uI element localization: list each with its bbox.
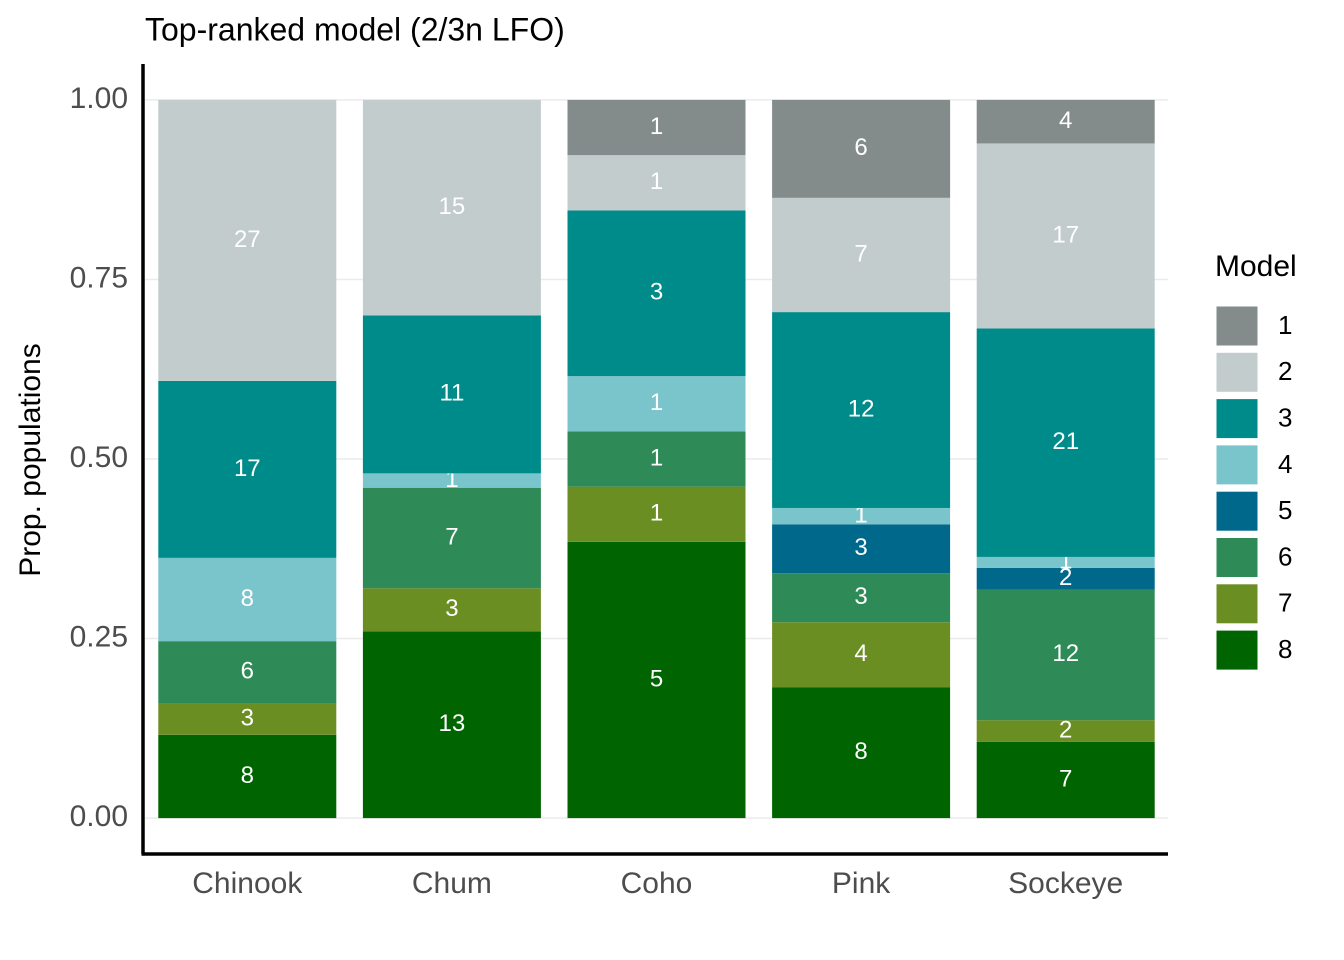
data-label: 13 bbox=[439, 710, 466, 737]
bar-segment bbox=[567, 376, 746, 432]
legend-label: 3 bbox=[1278, 402, 1292, 432]
bar-segment bbox=[158, 557, 337, 642]
bar-segment bbox=[567, 431, 746, 487]
bar-segment bbox=[158, 734, 337, 819]
data-label: 21 bbox=[1052, 428, 1079, 455]
bar-segment bbox=[362, 588, 541, 632]
bar-segment bbox=[158, 380, 337, 558]
data-label: 1 bbox=[650, 500, 663, 527]
bar-segment bbox=[772, 622, 951, 688]
data-label: 15 bbox=[439, 193, 466, 220]
chart-title: Top-ranked model (2/3n LFO) bbox=[145, 11, 565, 47]
data-label: 4 bbox=[1059, 107, 1072, 134]
bar-segment bbox=[976, 99, 1155, 144]
bar-segment bbox=[362, 631, 541, 819]
bar-segment bbox=[976, 328, 1155, 557]
data-label: 8 bbox=[241, 585, 254, 612]
data-label: 3 bbox=[445, 595, 458, 622]
data-label: 5 bbox=[650, 665, 663, 692]
y-axis-label: Prop. populations bbox=[14, 343, 47, 577]
bar-segment bbox=[362, 487, 541, 589]
bar-segment bbox=[362, 473, 541, 488]
bar-segment bbox=[158, 703, 337, 735]
legend-label: 1 bbox=[1278, 310, 1292, 340]
legend-key bbox=[1215, 351, 1259, 393]
bar-segment bbox=[158, 641, 337, 704]
bar-segment bbox=[362, 99, 541, 316]
data-label: 17 bbox=[234, 455, 261, 482]
y-tick-label: 0.50 bbox=[70, 441, 128, 474]
x-tick-label: Chum bbox=[412, 867, 492, 900]
data-label: 1 bbox=[650, 444, 663, 471]
bar-segment bbox=[772, 524, 951, 574]
legend-key bbox=[1215, 537, 1259, 578]
legend-label: 6 bbox=[1278, 541, 1292, 571]
data-label: 1 bbox=[650, 389, 663, 416]
data-label: 3 bbox=[854, 583, 867, 610]
y-tick-label: 1.00 bbox=[70, 82, 128, 115]
bar-segment bbox=[158, 99, 337, 381]
bar-segment bbox=[976, 556, 1155, 568]
legend-label: 7 bbox=[1278, 588, 1292, 618]
bar-segment bbox=[567, 99, 746, 156]
x-tick-label: Pink bbox=[832, 867, 891, 900]
data-label: 4 bbox=[854, 640, 867, 667]
y-tick-label: 0.25 bbox=[70, 620, 128, 653]
bar-segment bbox=[976, 741, 1155, 819]
data-label: 12 bbox=[1052, 640, 1079, 667]
data-label: 1 bbox=[650, 168, 663, 195]
bar-segment bbox=[567, 486, 746, 542]
legend-key bbox=[1215, 629, 1259, 671]
bar-segment bbox=[772, 687, 951, 819]
bar-segment bbox=[772, 507, 951, 525]
data-label: 11 bbox=[439, 380, 464, 407]
data-label: 27 bbox=[234, 226, 261, 253]
x-tick-label: Coho bbox=[621, 867, 693, 900]
bar-segment bbox=[976, 720, 1155, 742]
data-label: 8 bbox=[241, 762, 254, 789]
legend-key bbox=[1215, 305, 1259, 347]
bar-segment bbox=[362, 315, 541, 474]
legend-label: 2 bbox=[1278, 356, 1292, 386]
bar-segment bbox=[772, 312, 951, 508]
data-label: 2 bbox=[1059, 564, 1072, 591]
legend-key bbox=[1215, 444, 1259, 486]
x-tick-label: Chinook bbox=[192, 867, 303, 900]
data-label: 12 bbox=[848, 395, 875, 422]
bar-segment bbox=[772, 573, 951, 623]
y-tick-label: 0.75 bbox=[70, 261, 128, 294]
data-label: 1 bbox=[854, 501, 867, 528]
data-label: 3 bbox=[650, 279, 663, 306]
data-label: 3 bbox=[241, 705, 254, 732]
data-label: 8 bbox=[854, 738, 867, 765]
data-label: 7 bbox=[445, 523, 458, 550]
bar-segment bbox=[567, 210, 746, 377]
bar-segment bbox=[567, 541, 746, 819]
bar-segment bbox=[976, 589, 1155, 721]
bar-segment bbox=[976, 143, 1155, 329]
bar-segment bbox=[772, 197, 951, 313]
legend-key bbox=[1215, 490, 1259, 532]
data-label: 17 bbox=[1052, 221, 1079, 248]
legend-key bbox=[1215, 398, 1259, 440]
data-label: 3 bbox=[854, 534, 867, 561]
bar-segment bbox=[976, 567, 1155, 590]
legend-title: Model bbox=[1215, 250, 1297, 283]
legend-key bbox=[1215, 583, 1259, 625]
bar-segment bbox=[567, 155, 746, 211]
x-tick-label: Sockeye bbox=[1008, 867, 1123, 900]
data-label: 2 bbox=[1059, 716, 1072, 743]
data-label: 6 bbox=[241, 658, 254, 685]
data-label: 7 bbox=[854, 240, 867, 267]
legend-label: 5 bbox=[1278, 495, 1292, 525]
legend-label: 8 bbox=[1278, 634, 1292, 664]
data-label: 7 bbox=[1059, 765, 1072, 792]
bar-segment bbox=[772, 99, 951, 198]
legend-label: 4 bbox=[1278, 449, 1292, 479]
data-label: 1 bbox=[650, 113, 663, 140]
y-tick-label: 0.00 bbox=[70, 800, 128, 833]
data-label: 6 bbox=[854, 134, 867, 161]
